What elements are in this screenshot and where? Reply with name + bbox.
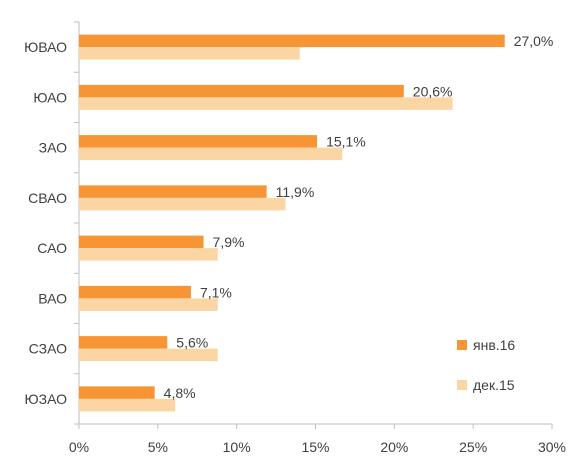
category-label: САО (37, 240, 67, 256)
category-label: ЮЗАО (24, 391, 67, 407)
category-label: ЗАО (39, 140, 67, 156)
bar-series-2 (79, 398, 176, 412)
category-label: ЮАО (33, 89, 67, 105)
bar-series-1 (79, 386, 155, 399)
legend-swatch (457, 340, 467, 350)
data-label: 4,8% (164, 385, 196, 401)
bar-series-1 (79, 185, 267, 198)
category-label: СЗАО (29, 341, 67, 357)
bar-series-2 (79, 197, 286, 211)
bar-series-1 (79, 336, 168, 349)
data-label: 7,9% (213, 234, 245, 250)
bar-series-1 (79, 84, 404, 98)
labels: ЮВАО ЮАО ЗАО СВАО САО ВАО СЗАО ЮЗАО 27,0% 20,6% 15… (24, 33, 553, 407)
bar-series-2 (79, 298, 218, 311)
bar-series-2 (79, 348, 218, 362)
x-tick-label: 10% (223, 439, 251, 455)
data-label: 11,9% (276, 184, 315, 200)
bar-series-2 (79, 248, 218, 261)
data-label: 7,1% (200, 284, 232, 300)
legend-label: янв.16 (473, 337, 515, 353)
data-label: 27,0% (514, 33, 554, 49)
x-tick-label: 30% (538, 439, 566, 455)
legend: янв.16 дек.15 (457, 337, 515, 393)
legend-label: дек.15 (473, 377, 515, 393)
bar-series-2 (79, 97, 453, 110)
bar-series-2 (79, 47, 300, 60)
axes: 0% 5% 10% 15% 20% 25% 30% (69, 21, 566, 455)
category-label: ЮВАО (24, 39, 67, 55)
bar-series-1 (79, 285, 191, 299)
data-label: 20,6% (413, 83, 453, 99)
x-tick-label: 15% (301, 439, 329, 455)
data-label: 15,1% (326, 134, 366, 150)
x-tick-label: 5% (148, 439, 168, 455)
x-tick-label: 20% (380, 439, 408, 455)
x-tick-label: 0% (69, 439, 89, 455)
bar-series-1 (79, 135, 318, 148)
bar-series-1 (79, 235, 204, 249)
bar-series-2 (79, 147, 343, 161)
x-tick-label: 25% (459, 439, 487, 455)
category-label: ВАО (38, 290, 67, 306)
legend-swatch (457, 380, 467, 390)
category-label: СВАО (28, 190, 67, 206)
bar-series-1 (79, 34, 505, 48)
data-label: 5,6% (176, 335, 208, 351)
bars (79, 34, 505, 412)
